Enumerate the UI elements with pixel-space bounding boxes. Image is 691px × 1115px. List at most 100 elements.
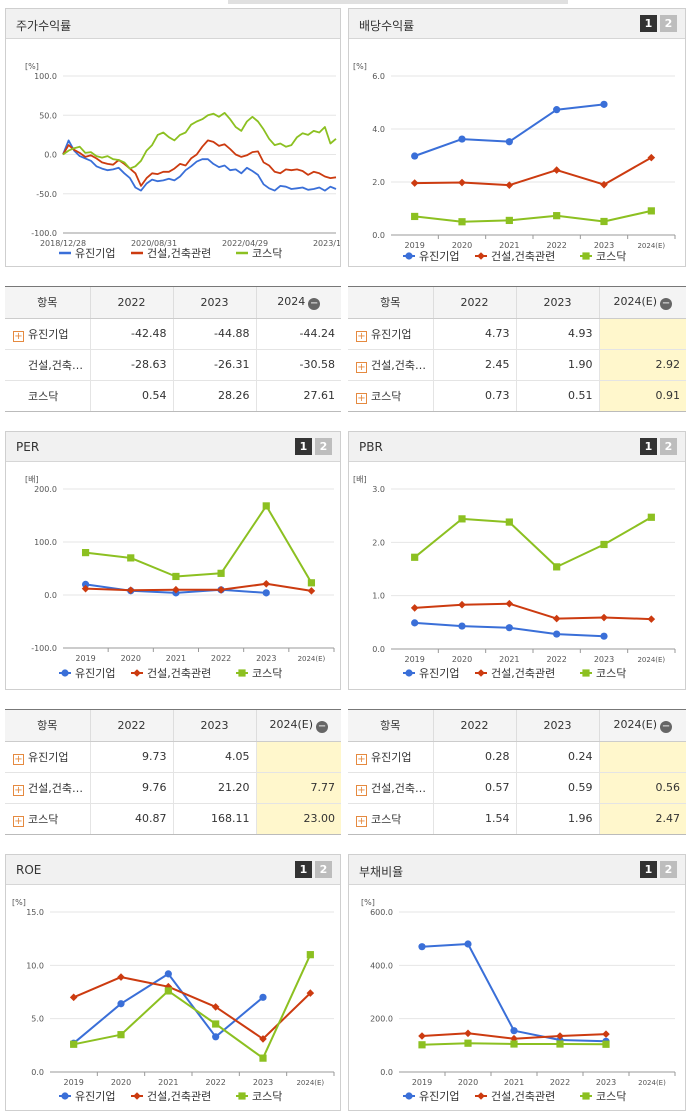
data-point	[405, 252, 413, 260]
data-point	[505, 518, 513, 526]
column-header: 2022	[432, 710, 516, 742]
data-point	[510, 1027, 518, 1035]
table-row: + 건설,건축… 9.76 21.20 7.77	[5, 771, 341, 803]
y-tick-label: 0.0	[372, 231, 385, 240]
legend-label: 코스닥	[596, 667, 626, 680]
x-tick-label: 2019	[404, 655, 424, 664]
series-2	[62, 139, 337, 187]
x-tick-label: 2019	[412, 1078, 432, 1087]
row-label-cell: + 코스닥	[5, 802, 90, 834]
row-label: 코스닥	[371, 389, 402, 403]
data-point	[164, 987, 172, 995]
pbr-panel: PBR 1 2 [배] 3.0 2.0 1.0 0.0 2019 2020 2021 2022 2…	[348, 431, 686, 690]
panel-title: 주가수익률	[16, 19, 72, 33]
row-label-cell: + 코스닥	[348, 802, 433, 834]
legend-label: 코스닥	[252, 667, 282, 680]
tab-2[interactable]: 2	[660, 438, 677, 455]
expand-icon[interactable]: +	[356, 361, 367, 373]
data-point	[69, 993, 78, 1002]
expand-icon[interactable]: +	[356, 815, 367, 827]
x-tick-label: 2021	[499, 655, 519, 664]
data-point	[164, 970, 172, 978]
data-point	[553, 630, 561, 638]
expand-icon[interactable]: +	[13, 330, 24, 342]
x-tick-label: 2021	[504, 1078, 524, 1087]
expand-icon[interactable]: +	[356, 784, 367, 796]
y-tick-label: -100.0	[31, 229, 57, 238]
column-header: 항목	[348, 287, 433, 319]
x-tick-label: 2019	[75, 654, 95, 663]
column-header: 2022	[89, 287, 173, 319]
expand-icon[interactable]: +	[356, 392, 367, 404]
x-tick-label: 2022	[546, 241, 566, 250]
series-1	[62, 139, 337, 192]
row-label: 코스닥	[28, 389, 59, 403]
data-point	[70, 1040, 78, 1048]
tab-1[interactable]: 1	[295, 438, 312, 455]
collapse-icon[interactable]: −	[660, 297, 673, 310]
collapse-icon[interactable]: −	[308, 297, 321, 310]
series-3	[411, 513, 655, 571]
table-row: + 유진기업 0.28 0.24	[348, 740, 686, 772]
expand-icon[interactable]: +	[356, 753, 367, 765]
value-cell: 21.20	[172, 771, 256, 803]
panel-title: 부채비율	[359, 865, 404, 879]
collapse-icon[interactable]: −	[660, 720, 673, 733]
tab-2[interactable]: 2	[660, 15, 677, 32]
data-point	[582, 252, 590, 260]
table-header-row: 항목 2022 2023 2024(E) −	[348, 710, 686, 742]
data-point	[600, 100, 608, 108]
row-label: 유진기업	[28, 750, 69, 764]
data-point	[510, 1040, 518, 1048]
data-point	[505, 181, 514, 189]
series-line	[414, 209, 652, 223]
data-point	[259, 1035, 267, 1043]
data-point	[127, 554, 135, 562]
data-point	[262, 579, 271, 588]
data-point	[602, 1030, 610, 1038]
pbr-table: 항목 2022 2023 2024(E) − + 유진기업 0.28 0.24 + 건설,건축… 0.…	[348, 709, 686, 835]
series-line	[73, 954, 312, 1060]
expand-icon[interactable]: +	[356, 330, 367, 342]
data-point	[582, 669, 590, 677]
data-table: 항목 2022 2023 2024(E) − + 유진기업 0.28 0.24 + 건설,건축… 0.…	[348, 710, 686, 834]
data-point	[212, 1033, 220, 1041]
roe-panel: ROE 1 2 [%] 15.0 10.0 5.0 0.0 2019 2020 2021 202…	[5, 854, 341, 1111]
y-tick-label: 100.0	[34, 72, 57, 81]
value-cell: 23.00	[255, 802, 341, 834]
column-header-label: 2023	[543, 718, 572, 732]
value-cell: 1.96	[515, 802, 599, 834]
row-label-cell: + 유진기업	[348, 317, 433, 349]
tab-2[interactable]: 2	[660, 861, 677, 878]
data-point	[117, 973, 125, 981]
tab-1[interactable]: 1	[640, 438, 657, 455]
data-point	[505, 138, 513, 146]
series-line	[85, 582, 312, 592]
series-2	[81, 579, 316, 595]
y-tick-label: 15.0	[26, 908, 44, 917]
tab-2[interactable]: 2	[315, 861, 332, 878]
expand-icon[interactable]: +	[13, 784, 24, 796]
tab-1[interactable]: 1	[640, 861, 657, 878]
panel-title: 배당수익률	[359, 19, 415, 33]
legend-label: 유진기업	[75, 1090, 115, 1103]
collapse-icon[interactable]: −	[316, 720, 329, 733]
legend-label: 코스닥	[252, 247, 282, 260]
column-header: 2024(E) −	[255, 710, 341, 742]
x-tick-label: 2022	[550, 1078, 570, 1087]
tab-2[interactable]: 2	[315, 438, 332, 455]
data-point	[510, 1034, 518, 1043]
table-header-row: 항목 2022 2023 2024(E) −	[348, 287, 686, 319]
tab-1[interactable]: 1	[295, 861, 312, 878]
expand-icon[interactable]: +	[13, 815, 24, 827]
tab-1[interactable]: 1	[640, 15, 657, 32]
series-2	[418, 1029, 610, 1043]
chart-tabs: 1 2	[640, 438, 677, 455]
series-1	[411, 100, 608, 160]
value-cell: 0.57	[432, 771, 516, 803]
column-header: 2023	[515, 710, 599, 742]
data-point	[464, 1039, 472, 1047]
expand-icon[interactable]: +	[13, 753, 24, 765]
x-tick-label: 2023	[594, 655, 614, 664]
data-point	[477, 252, 485, 260]
